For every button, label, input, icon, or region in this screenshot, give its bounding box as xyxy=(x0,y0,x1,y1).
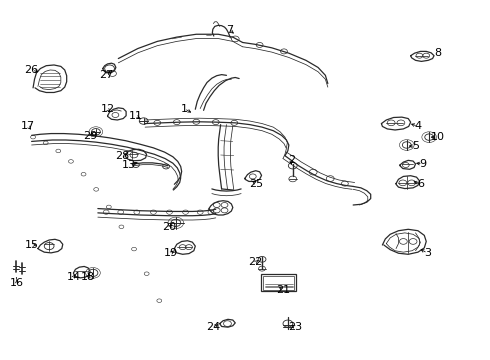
Text: 7: 7 xyxy=(226,25,233,35)
Text: 4: 4 xyxy=(415,121,421,131)
Bar xyxy=(263,276,294,290)
Text: 3: 3 xyxy=(424,248,431,258)
Text: 27: 27 xyxy=(99,69,113,80)
Text: 24: 24 xyxy=(206,322,220,332)
Text: 11: 11 xyxy=(128,111,143,121)
Text: 17: 17 xyxy=(21,121,35,131)
Text: 25: 25 xyxy=(248,179,263,189)
Text: 20: 20 xyxy=(162,222,176,232)
Text: 5: 5 xyxy=(412,141,419,151)
Text: 1: 1 xyxy=(181,104,188,113)
Text: 10: 10 xyxy=(430,132,444,142)
Text: 22: 22 xyxy=(248,257,263,267)
Text: 29: 29 xyxy=(83,131,97,141)
Text: 23: 23 xyxy=(288,322,302,332)
Text: 16: 16 xyxy=(10,278,24,288)
Text: 14: 14 xyxy=(67,272,80,282)
Text: 6: 6 xyxy=(417,179,424,189)
Bar xyxy=(261,274,295,292)
Text: 18: 18 xyxy=(81,272,95,282)
Text: 26: 26 xyxy=(24,65,39,75)
Text: 15: 15 xyxy=(24,240,39,250)
Text: 2: 2 xyxy=(288,156,295,165)
Text: 28: 28 xyxy=(115,151,129,161)
Text: 12: 12 xyxy=(100,104,115,114)
Text: 19: 19 xyxy=(164,248,178,258)
Text: 13: 13 xyxy=(122,159,136,170)
Text: 21: 21 xyxy=(276,285,290,295)
Text: 8: 8 xyxy=(434,48,441,58)
Text: 9: 9 xyxy=(419,159,426,169)
